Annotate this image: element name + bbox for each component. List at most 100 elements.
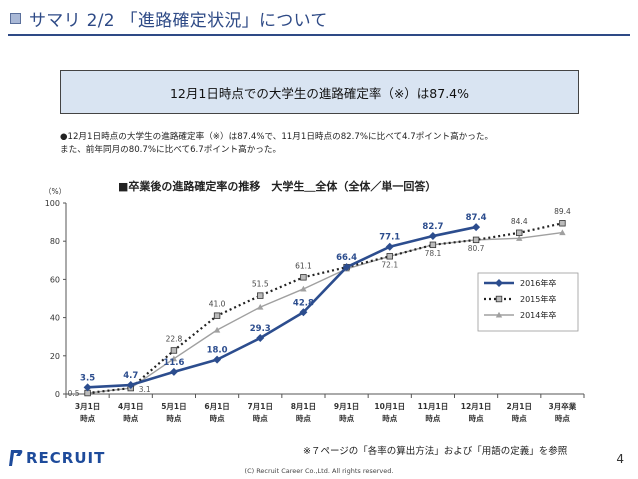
series-line-2014年卒 (87, 231, 563, 394)
data-point-2015年卒 (213, 312, 221, 319)
x-tick-label-line2: 時点 (253, 413, 268, 423)
series-line-2016年卒 (87, 225, 477, 389)
data-point-2016年卒 (299, 308, 308, 317)
data-point-2016年卒 (169, 367, 178, 376)
data-label-2015年卒: 22.8 (166, 334, 183, 343)
data-point-2014年卒 (213, 326, 221, 333)
summary-text: ●12月1日時点の大学生の進路確定率（※）は87.4%で、11月1日時点の82.… (60, 131, 493, 157)
legend-label: 2014年卒 (520, 310, 556, 320)
x-tick-label-line2: 時点 (512, 413, 527, 423)
data-point-2014年卒 (516, 235, 523, 241)
x-tick-label: 11月1日 (418, 402, 449, 411)
data-label-2016年卒: 77.1 (379, 233, 400, 243)
legend-marker-2016年卒 (495, 279, 503, 287)
x-tick-label: 3月卒業 (549, 401, 577, 411)
data-label-2014年卒: 72.1 (381, 260, 398, 269)
data-label-2016年卒: 4.7 (123, 371, 138, 381)
page-title: サマリ 2/2 「進路確定状況」について (29, 11, 328, 31)
data-label-2014年卒: 78.1 (425, 249, 442, 258)
x-tick-label-line2: 時点 (210, 413, 225, 423)
highlight-text: 12月1日時点での大学生の進路確定率（※）は87.4% (169, 85, 470, 101)
data-point-2015年卒 (516, 229, 523, 236)
title-marker-icon (10, 13, 21, 24)
data-point-2015年卒 (429, 241, 437, 249)
chart-title: ■卒業後の進路確定率の推移 大学生＿全体（全体／単一回答） (118, 179, 436, 193)
data-label-2016年卒: 18.0 (207, 346, 228, 356)
data-label-2016年卒: 82.7 (422, 222, 443, 232)
y-tick-label: 60 (50, 275, 60, 284)
y-tick-label: 20 (50, 352, 60, 361)
y-tick-label: 100 (45, 199, 60, 208)
x-tick-label-line2: 時点 (80, 413, 95, 423)
data-point-2016年卒 (428, 232, 437, 241)
recruit-logo-icon (9, 450, 23, 466)
legend-label: 2015年卒 (520, 294, 556, 304)
data-point-2014年卒 (170, 355, 178, 362)
data-point-2015年卒 (257, 292, 264, 299)
x-tick-label-line2: 時点 (123, 413, 138, 423)
x-tick-label: 2月1日 (507, 402, 532, 411)
logo-text: RECRUIT (26, 449, 106, 467)
data-point-2016年卒 (83, 383, 92, 392)
data-point-2015年卒 (300, 274, 307, 281)
highlight-box: 12月1日時点での大学生の進路確定率（※）は87.4% (60, 70, 579, 114)
y-tick-label: 80 (50, 237, 60, 246)
x-tick-label: 7月1日 (248, 402, 273, 411)
data-point-2016年卒 (385, 242, 394, 251)
x-tick-label: 5月1日 (161, 402, 186, 411)
summary-line-2: また、前年同月の80.7%に比べて6.7ポイント高かった。 (60, 145, 282, 155)
x-tick-label: 9月1日 (334, 402, 359, 411)
data-point-2015年卒 (170, 347, 178, 354)
data-point-2016年卒 (472, 223, 481, 232)
data-label-2015年卒: 51.5 (252, 280, 269, 289)
footnote: ※７ページの「各率の算出方法」および「用語の定義」を参照 (303, 446, 568, 457)
data-label-2015年卒: 89.4 (554, 207, 571, 216)
x-tick-label: 4月1日 (118, 402, 143, 411)
x-tick-label-line2: 時点 (425, 413, 440, 423)
data-label-2015年卒: 61.1 (295, 261, 312, 270)
recruit-logo: RECRUIT (8, 448, 105, 468)
x-tick-label-line2: 時点 (469, 413, 484, 423)
x-tick-label: 6月1日 (204, 402, 229, 411)
data-point-2015年卒 (472, 236, 480, 244)
data-point-2014年卒 (257, 303, 264, 310)
y-tick-label: 40 (50, 314, 60, 323)
data-label-2014年卒: 0.5 (68, 389, 80, 398)
data-label-2014年卒: 80.7 (468, 244, 485, 253)
page-number: 4 (616, 452, 624, 466)
x-tick-label: 10月1日 (374, 402, 405, 411)
data-label-2015年卒: 84.4 (511, 217, 528, 226)
data-point-2016年卒 (126, 381, 135, 390)
data-point-2015年卒 (559, 220, 566, 227)
data-label-2016年卒: 42.8 (293, 298, 314, 308)
legend-marker-2014年卒 (495, 311, 503, 318)
data-point-2014年卒 (559, 229, 566, 236)
legend-marker-2015年卒 (495, 295, 503, 303)
x-tick-label-line2: 時点 (555, 413, 570, 423)
x-tick-label: 12月1日 (461, 402, 492, 411)
data-point-2015年卒 (386, 253, 393, 260)
copyright: (C) Recruit Career Co.,Ltd. All rights r… (244, 467, 394, 475)
data-label-2014年卒: 3.1 (139, 385, 151, 394)
title-divider (8, 34, 630, 36)
summary-line-1: ●12月1日時点の大学生の進路確定率（※）は87.4%で、11月1日時点の82.… (60, 132, 494, 142)
legend-label: 2016年卒 (520, 278, 556, 288)
x-tick-label-line2: 時点 (382, 413, 397, 423)
data-label-2016年卒: 29.3 (250, 324, 271, 334)
data-label-2015年卒: 41.0 (209, 300, 226, 309)
y-tick-label: 0 (55, 390, 60, 399)
data-label-2016年卒: 11.6 (163, 358, 184, 368)
x-tick-label-line2: 時点 (296, 413, 311, 423)
x-tick-label: 3月1日 (75, 402, 100, 411)
series-line-2015年卒 (87, 222, 563, 395)
data-label-2016年卒: 87.4 (466, 213, 487, 223)
data-label-2016年卒: 3.5 (80, 373, 95, 383)
data-label-2016年卒: 66.4 (336, 253, 357, 263)
data-point-2016年卒 (342, 263, 351, 272)
x-tick-label: 8月1日 (291, 402, 316, 411)
y-axis-unit: （%） (44, 187, 66, 196)
data-point-2014年卒 (300, 285, 307, 292)
x-tick-label-line2: 時点 (339, 413, 354, 423)
x-tick-label-line2: 時点 (166, 413, 181, 423)
